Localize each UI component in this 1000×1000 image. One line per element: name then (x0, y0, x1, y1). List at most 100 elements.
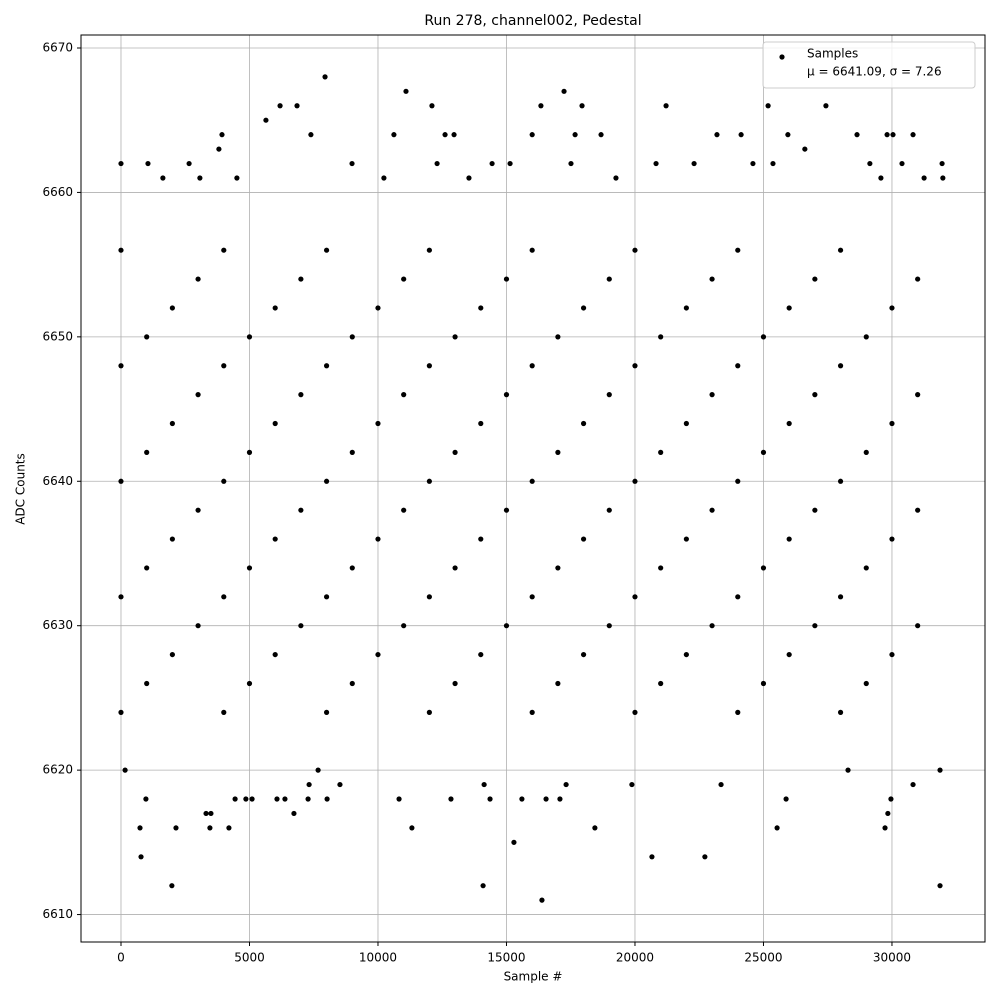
point (889, 305, 895, 311)
point (305, 796, 311, 802)
point (221, 709, 227, 715)
point (885, 810, 891, 817)
point (580, 420, 587, 427)
point (138, 854, 144, 860)
point (226, 825, 232, 831)
point (451, 132, 457, 138)
y-tick-label: 6670 (42, 40, 73, 54)
point (812, 623, 818, 629)
point (322, 74, 328, 80)
point (507, 160, 513, 167)
point (323, 478, 330, 484)
point (750, 160, 756, 167)
x-tick-label: 15000 (487, 951, 525, 965)
point (169, 305, 175, 311)
point (243, 796, 249, 802)
x-tick-label: 20000 (616, 951, 654, 965)
point (282, 796, 288, 802)
point (863, 680, 869, 687)
point (683, 651, 689, 658)
point (718, 781, 724, 788)
point (452, 334, 458, 340)
point (315, 767, 321, 773)
point (760, 680, 767, 687)
point (246, 680, 253, 687)
point (232, 796, 238, 802)
legend-marker (779, 54, 785, 60)
point (555, 449, 561, 455)
point (349, 680, 355, 687)
point (812, 392, 818, 398)
point (426, 709, 432, 715)
x-tick-label: 5000 (234, 951, 265, 965)
chart-title: Run 278, channel002, Pedestal (424, 13, 641, 29)
point (349, 334, 355, 340)
point (613, 175, 619, 181)
point (169, 651, 175, 658)
point (738, 132, 744, 138)
point (234, 175, 240, 181)
point (714, 132, 720, 138)
point (118, 478, 124, 484)
x-axis-label: Sample # (504, 970, 563, 984)
point (401, 276, 407, 282)
point (910, 132, 916, 138)
point (543, 796, 549, 802)
point (118, 594, 124, 600)
point (323, 247, 330, 253)
point (173, 825, 179, 831)
point (709, 392, 715, 398)
point (401, 507, 407, 513)
point (375, 536, 381, 542)
y-tick-label: 6640 (42, 474, 73, 488)
point (481, 781, 487, 788)
point (735, 478, 741, 484)
point (939, 160, 945, 167)
point (401, 623, 407, 629)
point (246, 449, 253, 455)
point (381, 175, 387, 181)
point (863, 449, 869, 455)
point (632, 363, 638, 369)
point (845, 767, 851, 773)
point (298, 623, 304, 629)
point (555, 565, 561, 571)
point (606, 392, 612, 398)
point (774, 825, 780, 831)
point (598, 132, 604, 138)
point (555, 680, 561, 687)
point (735, 247, 741, 253)
point (878, 175, 884, 181)
point (246, 334, 253, 340)
point (503, 276, 510, 282)
points (118, 74, 946, 903)
point (478, 536, 484, 542)
point (396, 796, 402, 802)
point (118, 709, 124, 715)
point (837, 478, 844, 484)
point (221, 478, 227, 484)
point (632, 594, 638, 600)
point (221, 594, 227, 600)
point (160, 175, 166, 181)
point (122, 767, 128, 773)
point (529, 363, 535, 369)
point (323, 363, 330, 369)
point (837, 709, 844, 715)
point (144, 449, 150, 455)
point (478, 420, 484, 427)
y-tick-label: 6660 (42, 185, 73, 199)
point (503, 507, 510, 513)
point (889, 420, 895, 427)
point (760, 565, 767, 571)
point (426, 247, 432, 253)
point (837, 247, 844, 253)
point (277, 103, 283, 109)
point (579, 103, 585, 109)
point (323, 709, 330, 715)
point (434, 160, 440, 167)
point (466, 175, 472, 181)
